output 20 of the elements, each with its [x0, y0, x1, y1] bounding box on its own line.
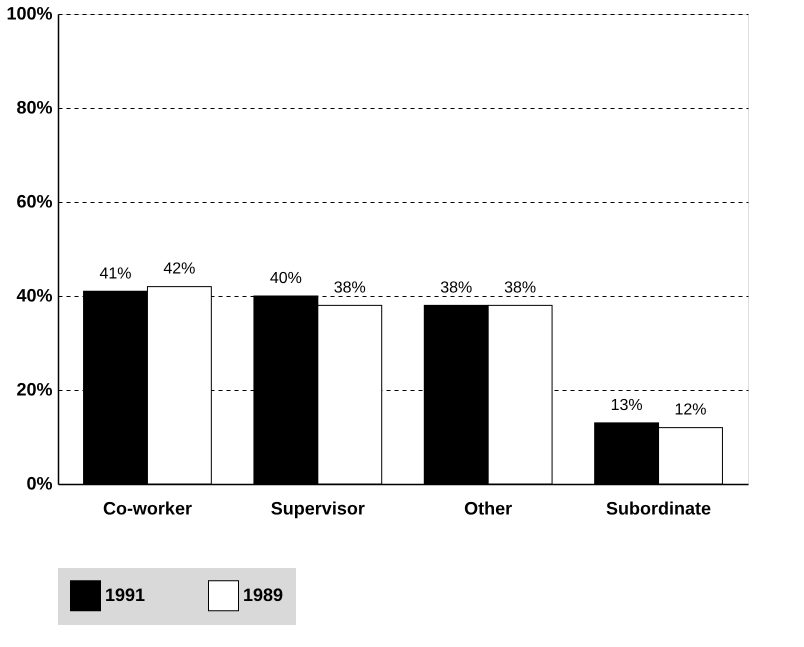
y-tick-label: 40% [16, 286, 52, 306]
y-tick-label: 20% [16, 380, 52, 400]
y-tick-label: 0% [26, 474, 52, 494]
y-tick-label: 60% [16, 192, 52, 212]
text: 40% [270, 270, 302, 287]
legend-label: 1989 [243, 584, 284, 605]
x-tick-label: Subordinate [606, 498, 712, 518]
text: 41% [99, 265, 132, 282]
text: 12% [674, 402, 707, 419]
x-tick-label: Supervisor [270, 498, 365, 518]
text: 42% [163, 260, 196, 278]
x-tick-label: Co-worker [102, 498, 192, 518]
text: 38% [440, 279, 472, 296]
y-tick-label: 100% [6, 4, 52, 24]
legend-label: 1991 [105, 584, 146, 605]
x-tick-label: Other [464, 498, 512, 518]
text: 38% [334, 279, 366, 296]
text: 13% [610, 396, 643, 414]
y-tick-label: 80% [16, 98, 52, 118]
text: 38% [504, 279, 536, 296]
